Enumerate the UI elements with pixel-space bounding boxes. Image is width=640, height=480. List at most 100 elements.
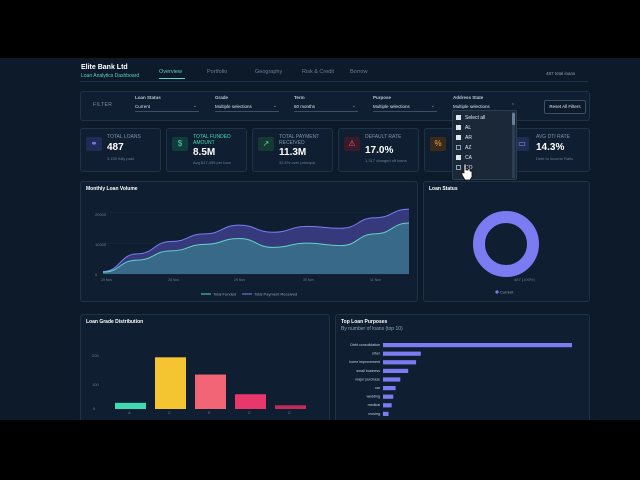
tab-risk-credit[interactable]: Risk & Credit — [302, 69, 335, 75]
legend-payment: Total Payment Received — [254, 292, 297, 297]
purpose-bar[interactable] — [383, 394, 394, 399]
dropdown-option-co[interactable]: CO — [456, 165, 473, 171]
top-purposes-panel: Top Loan Purposes By number of loans (to… — [335, 314, 590, 420]
grade-bar[interactable] — [155, 357, 186, 409]
filter-grade[interactable]: Grade Multiple selections ⌄ — [215, 95, 279, 112]
purpose-bar[interactable] — [383, 377, 401, 382]
purpose-label: other — [372, 352, 381, 356]
loan-status-chart: 487 (100%) Current — [473, 211, 539, 295]
tab-borrow[interactable]: Borrow — [350, 69, 368, 75]
dropdown-option-select-all[interactable]: Select all — [456, 115, 485, 121]
y-tick-label: 100 — [92, 382, 99, 387]
dropdown-option-ca[interactable]: CA — [456, 155, 472, 161]
option-label: CO — [465, 165, 473, 171]
filter-grade-select[interactable]: Multiple selections ⌄ — [215, 103, 279, 112]
x-tick-label: 30 Nov — [303, 278, 314, 282]
purpose-bar[interactable] — [383, 343, 572, 348]
checkbox-icon[interactable] — [456, 115, 461, 121]
top-purposes-title: Top Loan Purposes — [341, 319, 388, 325]
filter-address-state-label: Address State — [453, 95, 484, 100]
grade-bar[interactable] — [195, 374, 226, 409]
filter-address-state-value: Multiple selections — [453, 104, 490, 109]
monthly-volume-title: Monthly Loan Volume — [86, 186, 138, 192]
kpi-title: TOTAL PAYMENT RECEIVED — [279, 134, 320, 146]
purpose-bar[interactable] — [383, 411, 389, 416]
tab-geography[interactable]: Geography — [255, 69, 283, 75]
purpose-label: small business — [356, 369, 380, 373]
kpi-sub: 32.6% over principal — [279, 160, 316, 165]
kpi-title: DEFAULT RATE — [365, 134, 402, 140]
chevron-down-icon: ⌄ — [192, 103, 197, 109]
filter-purpose[interactable]: Purpose Multiple selections ⌄ — [373, 95, 437, 112]
bank-name: Elite Bank Ltd — [81, 64, 128, 71]
kpi-value: 8.5M — [193, 147, 216, 158]
dropdown-scroll-thumb[interactable] — [512, 113, 515, 125]
address-state-dropdown[interactable]: Select all AL AR AZ CA CO — [452, 110, 517, 180]
filter-purpose-select[interactable]: Multiple selections ⌄ — [373, 103, 437, 112]
y-tick-label: 20000 — [95, 212, 107, 217]
filter-loan-status[interactable]: Loan Status Current ⌄ — [135, 95, 199, 112]
grade-bar[interactable] — [115, 402, 146, 409]
grade-tick-label: E — [208, 410, 211, 415]
grade-tick-label: A — [128, 410, 131, 415]
chevron-down-icon: ⌄ — [351, 103, 356, 109]
checkbox-icon[interactable] — [456, 155, 461, 161]
filter-grade-value: Multiple selections — [215, 104, 252, 109]
purpose-bar[interactable] — [383, 403, 392, 408]
chevron-down-icon: ⌄ — [272, 103, 277, 109]
purpose-bar[interactable] — [383, 351, 421, 356]
kpi-sub: 3,150 fully paid — [107, 156, 134, 161]
x-tick-label: 28 Nov — [168, 278, 179, 282]
grade-bar[interactable] — [275, 405, 306, 409]
kpi-title: AVG DTI RATE — [536, 134, 570, 140]
filter-grade-label: Grade — [215, 95, 229, 100]
active-tab-indicator — [159, 78, 185, 79]
kpi-title: TOTAL LOANS — [107, 134, 141, 140]
line-total-funded — [102, 222, 410, 273]
checkbox-icon[interactable] — [456, 165, 461, 171]
legend-funded: Total Funded — [213, 292, 236, 297]
purpose-bar[interactable] — [383, 386, 396, 391]
donut-note: 487 (100%) — [514, 277, 535, 282]
checkbox-icon[interactable] — [456, 145, 461, 151]
line-payment-received — [102, 208, 410, 273]
option-label: AR — [465, 135, 472, 141]
purpose-bar[interactable] — [383, 360, 417, 365]
y-tick-label: 10000 — [95, 242, 107, 247]
kpi-default-rate: ⚠ DEFAULT RATE 17.0% 1,317 charged off l… — [338, 128, 419, 172]
filter-loan-status-select[interactable]: Current ⌄ — [135, 103, 199, 112]
filter-term[interactable]: Term 60 months ⌄ — [294, 95, 358, 112]
kpi-sub: 1,317 charged off loans — [365, 158, 407, 163]
reset-filters-button[interactable]: Reset All Filters — [544, 100, 586, 114]
dropdown-option-ar[interactable]: AR — [456, 135, 472, 141]
grade-tick-label: C — [288, 410, 291, 415]
x-tick-label: 25 Nov — [101, 278, 112, 282]
checkbox-icon[interactable] — [456, 135, 461, 141]
filter-purpose-label: Purpose — [373, 95, 392, 100]
y-tick-label: 200 — [92, 353, 99, 358]
purpose-label: major purchase — [355, 377, 380, 381]
tab-portfolio[interactable]: Portfolio — [207, 69, 228, 75]
purpose-bar[interactable] — [383, 368, 409, 373]
kpi-sub: Debt to income Ratio — [536, 156, 574, 161]
grade-bar[interactable] — [235, 394, 266, 409]
grade-tick-label: C — [248, 410, 251, 415]
kpi-total-payment: ↗ TOTAL PAYMENT RECEIVED 11.3M 32.6% ove… — [252, 128, 333, 172]
dropdown-option-al[interactable]: AL — [456, 125, 471, 131]
donut-slice-current[interactable] — [473, 211, 539, 277]
filter-label: FILTER — [93, 102, 113, 108]
kpi-sub: Avg $17,459 per loan — [193, 160, 231, 165]
kpi-title: TOTAL FUNDED AMOUNT — [193, 134, 231, 146]
filter-term-select[interactable]: 60 months ⌄ — [294, 103, 358, 112]
option-label: AL — [465, 125, 472, 131]
x-tick-label: 29 Nov — [234, 278, 245, 282]
dropdown-scrollbar[interactable] — [512, 112, 515, 178]
grade-distribution-panel: Loan Grade Distribution 200 100 0 A C E C C — [80, 314, 330, 420]
grade-distribution-chart: 200 100 0 A C E C C — [92, 353, 306, 415]
purpose-label: moving — [368, 412, 380, 416]
dropdown-option-az[interactable]: AZ — [456, 145, 471, 151]
top-purposes-chart: Debt consolidation other home improvement s… — [349, 343, 572, 416]
tab-overview[interactable]: Overview — [159, 69, 182, 75]
dollar-icon: $ — [172, 137, 188, 151]
checkbox-icon[interactable] — [456, 125, 461, 131]
